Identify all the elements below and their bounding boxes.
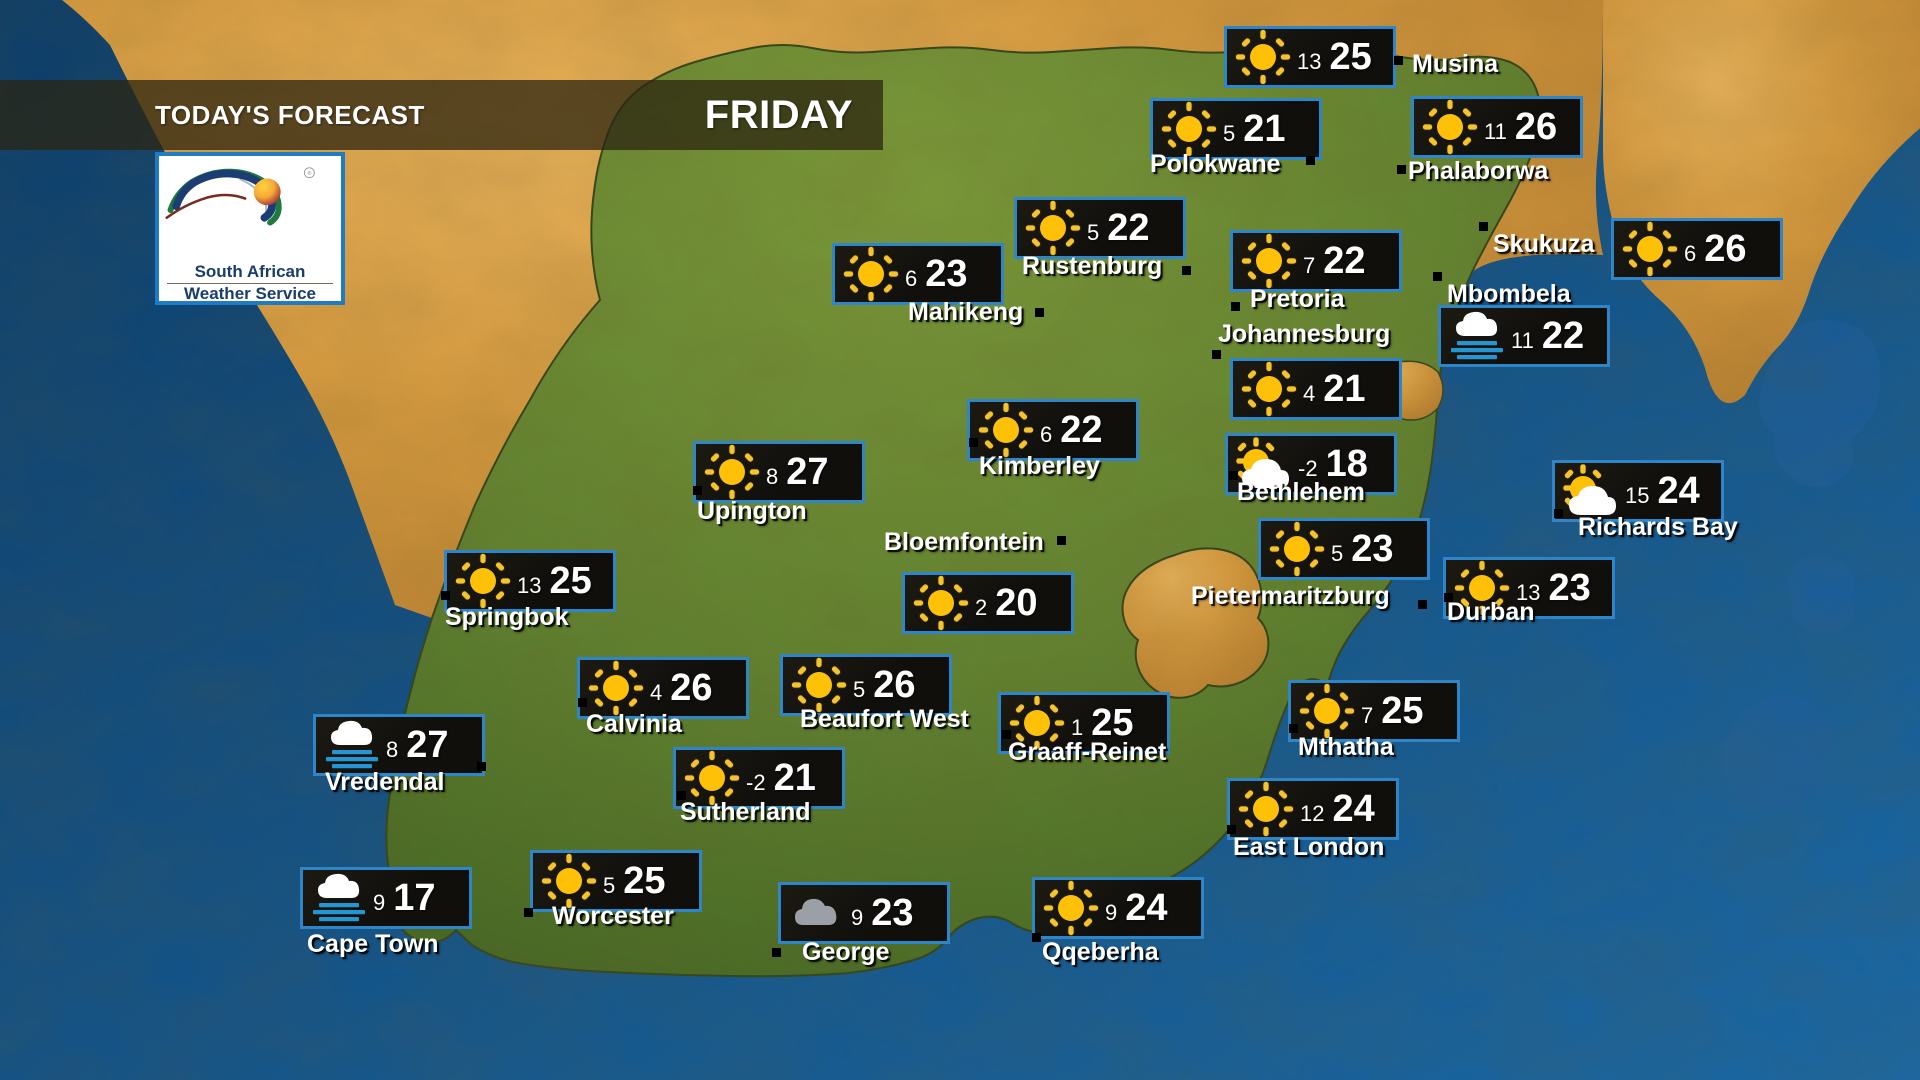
svg-text:®: ® [307, 170, 311, 177]
